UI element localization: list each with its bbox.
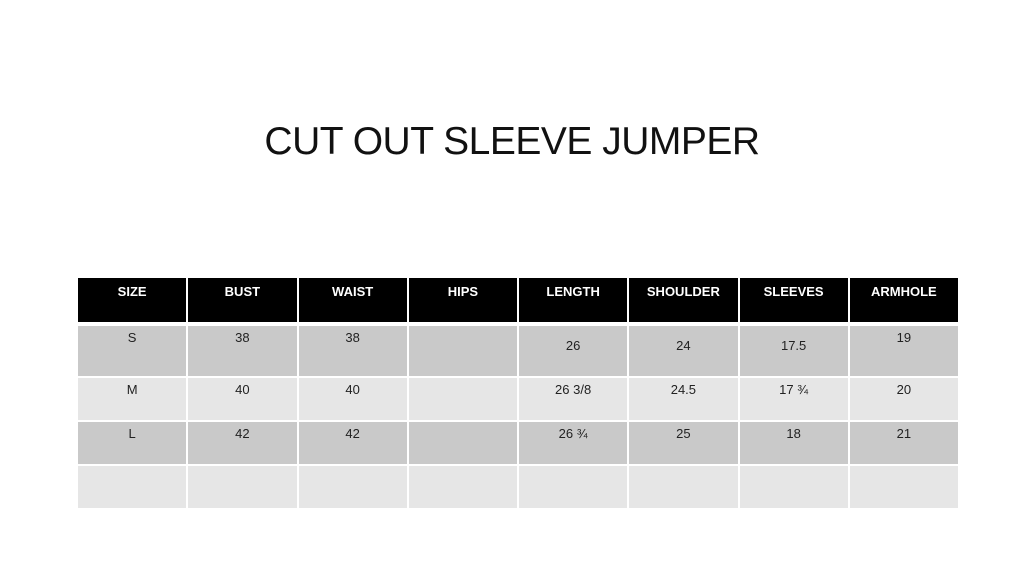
- table-cell: L: [75, 420, 189, 466]
- column-header-hips: HIPS: [406, 278, 520, 324]
- table-row: L 42 42 26 ¾ 25 18 21: [75, 420, 961, 466]
- table-cell: [186, 464, 299, 510]
- table-header-row: SIZE BUST WAIST HIPS LENGTH SHOULDER SLEEVES AR…: [75, 278, 961, 324]
- table-cell: [406, 420, 520, 466]
- table-cell: [406, 464, 520, 510]
- table-cell: [406, 322, 520, 378]
- table-cell: 38: [186, 322, 299, 378]
- table-cell: [737, 464, 850, 510]
- table-cell: 42: [296, 420, 409, 466]
- table-cell: 38: [296, 322, 409, 378]
- table-cell: 25: [627, 420, 740, 466]
- table-cell: S: [75, 322, 189, 378]
- table-cell: 21: [847, 420, 961, 466]
- table-cell: 40: [296, 376, 409, 422]
- column-header-waist: WAIST: [296, 278, 409, 324]
- column-header-armhole: ARMHOLE: [847, 278, 961, 324]
- table-cell: 40: [186, 376, 299, 422]
- table-cell: 26 ¾: [516, 420, 630, 466]
- table-cell: [627, 464, 740, 510]
- table-cell: [847, 464, 961, 510]
- column-header-sleeves: SLEEVES: [737, 278, 850, 324]
- table-cell: 24: [627, 322, 740, 378]
- table-cell: [75, 464, 189, 510]
- page-title: CUT OUT SLEEVE JUMPER: [264, 120, 760, 163]
- table-cell: 24.5: [627, 376, 740, 422]
- column-header-length: LENGTH: [516, 278, 630, 324]
- table-row: [75, 464, 961, 510]
- table-cell: 20: [847, 376, 961, 422]
- size-chart-table: SIZE BUST WAIST HIPS LENGTH SHOULDER SLEEVES AR…: [75, 278, 961, 510]
- table-cell: [516, 464, 630, 510]
- table-cell: 17.5: [737, 322, 850, 378]
- table-cell: 19: [847, 322, 961, 378]
- column-header-shoulder: SHOULDER: [627, 278, 740, 324]
- column-header-bust: BUST: [186, 278, 299, 324]
- table-cell: 42: [186, 420, 299, 466]
- table-row: S 38 38 26 24 17.5 19: [75, 322, 961, 378]
- table-cell: 18: [737, 420, 850, 466]
- table-cell: 26 3/8: [516, 376, 630, 422]
- table-cell: [296, 464, 409, 510]
- table-cell: [406, 376, 520, 422]
- column-header-size: SIZE: [75, 278, 189, 324]
- table-cell: M: [75, 376, 189, 422]
- table-cell: 26: [516, 322, 630, 378]
- table-cell: 17 ¾: [737, 376, 850, 422]
- table-row: M 40 40 26 3/8 24.5 17 ¾ 20: [75, 376, 961, 422]
